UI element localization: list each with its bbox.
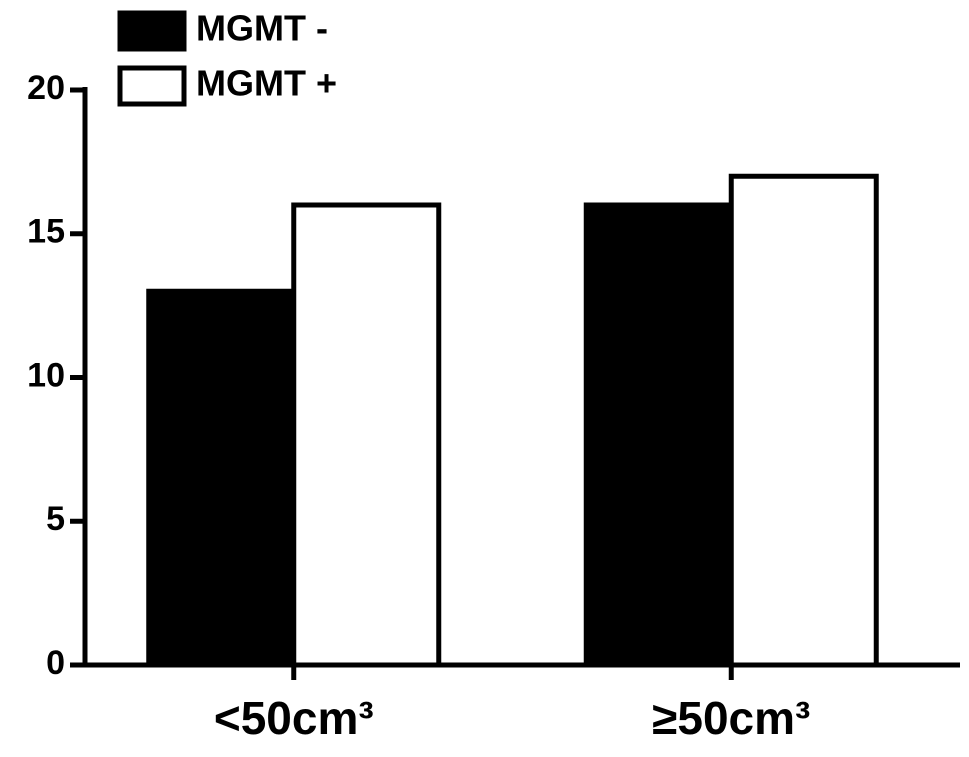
y-tick-label: 5 — [46, 500, 65, 538]
legend-swatch — [117, 10, 187, 52]
bar — [583, 202, 734, 668]
x-tick-label: ≥50cm³ — [652, 692, 810, 744]
legend-label: MGMT + — [196, 63, 337, 104]
legend-swatch — [117, 65, 187, 107]
bar — [146, 288, 297, 668]
y-tick-label: 20 — [27, 69, 65, 107]
legend-label: MGMT - — [196, 8, 328, 49]
bar — [291, 202, 442, 668]
y-tick-label: 10 — [27, 356, 65, 394]
y-tick-label: 15 — [27, 213, 65, 251]
bar — [728, 173, 879, 668]
y-tick-label: 0 — [46, 644, 65, 682]
x-tick-label: <50cm³ — [214, 692, 374, 744]
